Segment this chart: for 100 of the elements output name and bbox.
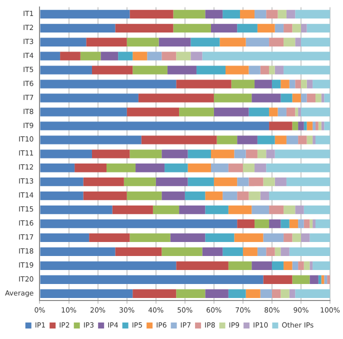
bar: [40, 191, 84, 200]
bar: [234, 150, 246, 158]
bar: [40, 108, 127, 116]
bar: [272, 289, 281, 298]
bar: [260, 191, 270, 200]
bar: [272, 80, 281, 88]
bar: [292, 275, 310, 284]
bar: [40, 10, 130, 19]
bar: [214, 178, 238, 186]
bar: [269, 122, 292, 130]
bar: [278, 10, 286, 19]
bar: [284, 233, 292, 242]
bar: [254, 164, 266, 172]
bar: [269, 38, 284, 46]
bar: [292, 261, 298, 270]
bar: [292, 122, 298, 130]
bar: [324, 122, 330, 130]
bar: [295, 108, 298, 116]
bar: [228, 164, 243, 172]
bar: [300, 38, 330, 46]
bar: [248, 66, 260, 74]
bar: [126, 108, 180, 116]
bar: [286, 108, 296, 116]
bar: [284, 205, 296, 214]
bar: [237, 136, 258, 144]
bar: [274, 66, 284, 74]
bar: [237, 178, 249, 186]
bar: [246, 150, 258, 158]
bar: [295, 205, 304, 214]
bar: [280, 219, 290, 228]
bar: [210, 164, 228, 172]
bar: [112, 205, 153, 214]
bar: [40, 178, 84, 186]
bar: [162, 52, 176, 60]
bar: [205, 233, 234, 242]
bar: [284, 66, 330, 74]
bar: [318, 275, 322, 284]
bar: [315, 136, 330, 144]
bar: [222, 191, 238, 200]
bar: [248, 191, 260, 200]
bar: [246, 289, 260, 298]
bar: [228, 261, 252, 270]
bar: [228, 289, 246, 298]
bar: [132, 66, 168, 74]
bar: [173, 24, 211, 32]
bar: [289, 247, 330, 256]
bar: [74, 164, 107, 172]
bar: [252, 94, 281, 102]
bar: [312, 136, 316, 144]
bar: [286, 136, 298, 144]
bar: [40, 38, 86, 46]
bar: [260, 289, 272, 298]
bar: [252, 261, 272, 270]
bar: [83, 178, 124, 186]
bar: [269, 191, 330, 200]
bar: [210, 24, 238, 32]
bar: [274, 136, 286, 144]
bar: [202, 52, 330, 60]
bar: [298, 219, 304, 228]
bar: [100, 52, 118, 60]
bar: [214, 108, 249, 116]
bar: [147, 52, 162, 60]
bar: [132, 289, 176, 298]
bar: [254, 10, 266, 19]
bar: [126, 38, 159, 46]
bar: [315, 122, 318, 130]
bar: [115, 24, 174, 32]
bar: [295, 38, 301, 46]
bar: [86, 38, 127, 46]
bar: [237, 191, 249, 200]
bar: [40, 261, 176, 270]
bar: [280, 247, 290, 256]
bar: [158, 38, 191, 46]
bar: [306, 24, 330, 32]
bar: [260, 66, 270, 74]
bar: [289, 289, 296, 298]
bar: [60, 52, 80, 60]
bar: [228, 205, 252, 214]
bar: [136, 164, 165, 172]
bar: [40, 233, 90, 242]
bar: [190, 52, 202, 60]
bar: [298, 261, 304, 270]
bar: [40, 150, 92, 158]
bar: [124, 178, 156, 186]
bar: [40, 94, 138, 102]
bar: [40, 205, 112, 214]
bar: [188, 164, 211, 172]
bar: [306, 122, 313, 130]
bar: [304, 219, 310, 228]
bar: [280, 80, 290, 88]
bar: [40, 52, 60, 60]
bar: [272, 261, 284, 270]
bar: [295, 80, 301, 88]
bar: [300, 24, 307, 32]
bar: [266, 10, 278, 19]
bar: [298, 108, 301, 116]
bar: [306, 80, 313, 88]
bar: [205, 205, 228, 214]
bar: [306, 136, 313, 144]
bar: [286, 178, 330, 186]
